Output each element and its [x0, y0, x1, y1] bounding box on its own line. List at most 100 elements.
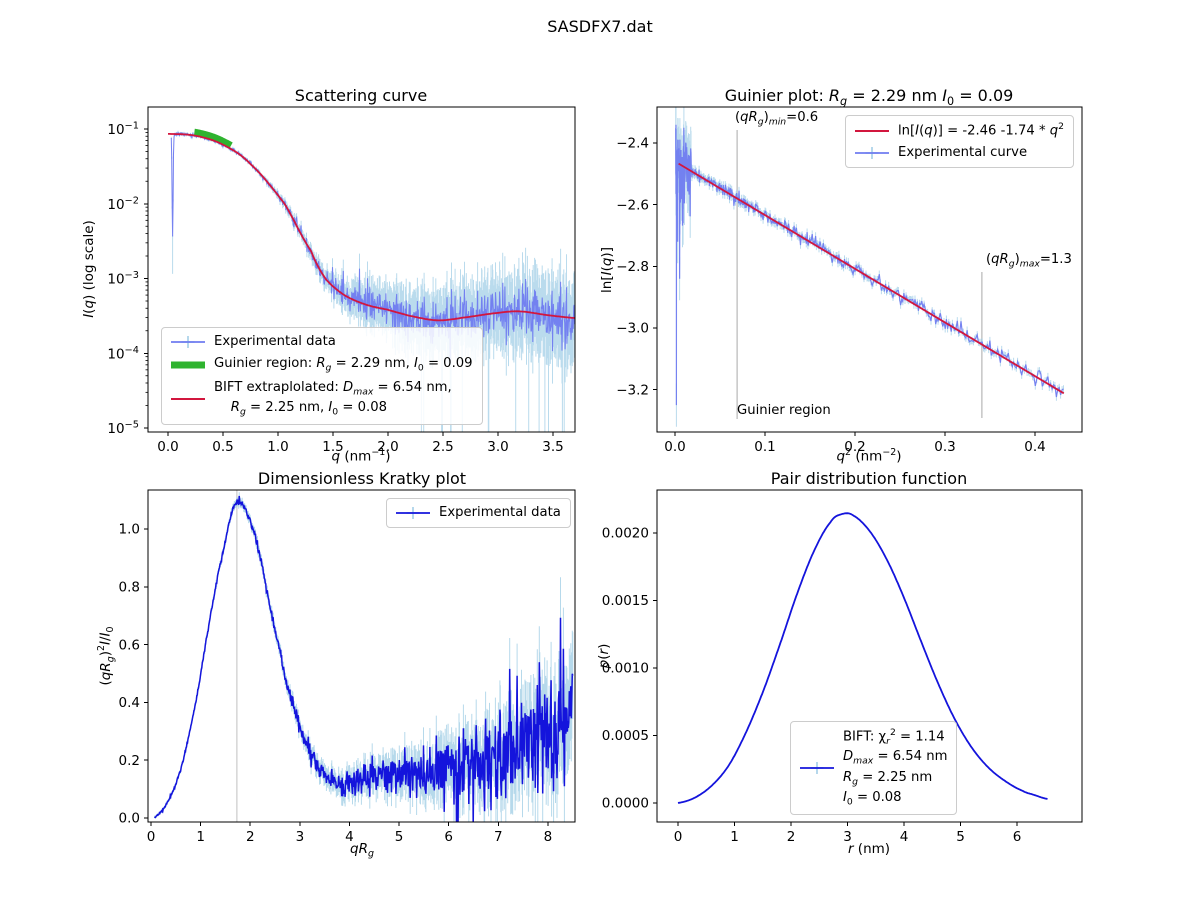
- figure-title: SASDFX7.dat: [547, 17, 653, 36]
- svg-text:0.2: 0.2: [844, 439, 865, 455]
- svg-text:0: 0: [674, 829, 683, 845]
- svg-text:0.0010: 0.0010: [602, 661, 649, 677]
- legend-item-label: BIFT extraplolated: Dmax = 6.54 nm, Rg =…: [214, 380, 452, 418]
- axes-frame-guinier: [656, 106, 1083, 433]
- ylabel-guinier: ln[I(q)]: [599, 247, 615, 293]
- svg-text:10−2: 10−2: [107, 195, 139, 213]
- svg-text:10−1: 10−1: [107, 121, 139, 139]
- svg-text:1: 1: [730, 829, 739, 845]
- x-axis-guinier: 0.0 0.1 0.2 0.3 0.4: [664, 432, 1046, 455]
- svg-text:10−3: 10−3: [107, 270, 139, 288]
- ylabel-pr: p(r): [596, 643, 612, 669]
- legend-item: ln[I(q)] = -2.46 -1.74 * q2: [855, 121, 1064, 140]
- legend-kratky: Experimental data: [386, 498, 571, 528]
- svg-text:0.8: 0.8: [119, 580, 140, 596]
- svg-text:0.2: 0.2: [119, 753, 140, 769]
- legend-item-label: Experimental data: [214, 334, 336, 350]
- subplot-title-scattering: Scattering curve: [294, 86, 428, 105]
- svg-text:1.5: 1.5: [322, 439, 343, 455]
- x-axis-pr: 0 1 2 3 4 5 6: [674, 822, 1022, 845]
- legend-item: Experimental data: [171, 333, 473, 351]
- y-axis-kratky: 0.0 0.2 0.4 0.6 0.8 1.0: [119, 522, 148, 827]
- svg-text:2.5: 2.5: [432, 439, 453, 455]
- svg-text:3: 3: [296, 829, 305, 845]
- svg-text:0.0: 0.0: [664, 439, 685, 455]
- svg-text:1.0: 1.0: [119, 522, 140, 538]
- svg-text:4: 4: [345, 829, 354, 845]
- axes-frame-pr: [656, 489, 1083, 823]
- svg-text:10−4: 10−4: [107, 345, 139, 363]
- legend-pr: BIFT: χr2 = 1.14 Dmax = 6.54 nm Rg = 2.25 …: [790, 721, 958, 815]
- svg-text:0.0: 0.0: [119, 811, 140, 827]
- xlabel-guinier: q2 (nm−2): [836, 447, 902, 465]
- pr-series: [677, 512, 1048, 804]
- svg-text:0.0: 0.0: [157, 439, 178, 455]
- annotation-qrg-min: (qRg)min=0.6: [735, 110, 819, 128]
- svg-text:0.6: 0.6: [119, 637, 140, 653]
- legend-sample-errline-icon: [171, 336, 205, 348]
- x-axis-kratky: 0 1 2 3 4 5 6 7 8: [147, 822, 553, 845]
- svg-text:0.5: 0.5: [212, 439, 233, 455]
- svg-text:−3.2: −3.2: [616, 382, 649, 398]
- svg-text:0.0015: 0.0015: [602, 593, 649, 609]
- svg-text:7: 7: [494, 829, 503, 845]
- svg-text:5: 5: [956, 829, 965, 845]
- legend-item-label: BIFT: χr2 = 1.14 Dmax = 6.54 nm Rg = 2.25 …: [843, 727, 948, 808]
- pr-curve: [677, 512, 1048, 804]
- svg-text:0: 0: [147, 829, 156, 845]
- xlabel-pr: r (nm): [847, 841, 891, 857]
- legend-item: Experimental curve: [855, 144, 1064, 162]
- svg-text:2: 2: [246, 829, 255, 845]
- xlabel-kratky: qRg: [350, 841, 374, 860]
- svg-text:−2.6: −2.6: [616, 197, 649, 213]
- y-axis-pr: 0.0000 0.0005 0.0010 0.0015 0.0020: [602, 526, 657, 812]
- legend-sample-errline-icon: [855, 147, 889, 160]
- svg-text:0.0000: 0.0000: [602, 796, 649, 812]
- y-axis-scattering: 10−1 10−2 10−3 10−4 10−5: [107, 121, 148, 437]
- y-axis-guinier: −2.4 −2.6 −2.8 −3.0 −3.2: [616, 136, 657, 398]
- svg-text:0.0020: 0.0020: [602, 526, 649, 542]
- legend-item: BIFT extraplolated: Dmax = 6.54 nm, Rg =…: [171, 379, 473, 419]
- svg-text:1: 1: [196, 829, 205, 845]
- svg-text:−2.4: −2.4: [616, 136, 649, 152]
- svg-text:0.4: 0.4: [119, 695, 140, 711]
- guinier-series: [675, 107, 1065, 427]
- svg-text:3.5: 3.5: [542, 439, 563, 455]
- subplot-title-pr: Pair distribution function: [770, 469, 968, 488]
- svg-text:0.0005: 0.0005: [602, 728, 649, 744]
- svg-text:1.0: 1.0: [267, 439, 288, 455]
- legend-item: Guinier region: Rg = 2.29 nm, I0 = 0.09: [171, 355, 473, 375]
- svg-text:8: 8: [544, 829, 553, 845]
- legend-sample-errline-icon: [800, 761, 834, 774]
- svg-text:0.1: 0.1: [754, 439, 775, 455]
- svg-text:6: 6: [1013, 829, 1022, 845]
- scattering-series: [168, 128, 575, 432]
- svg-text:0.4: 0.4: [1024, 439, 1045, 455]
- legend-sample-errline-icon: [396, 507, 430, 519]
- legend-sample-thickline-icon: [171, 361, 205, 369]
- svg-text:5: 5: [395, 829, 404, 845]
- x-axis-scattering: 0.0 0.5 1.0 1.5 2.0 2.5 3.0 3.5: [157, 432, 564, 455]
- svg-text:2.0: 2.0: [377, 439, 398, 455]
- legend-item: Experimental data: [396, 504, 561, 522]
- legend-sample-line-icon: [171, 398, 205, 401]
- svg-text:3.0: 3.0: [487, 439, 508, 455]
- svg-text:0.3: 0.3: [934, 439, 955, 455]
- legend-scattering: Experimental data Guinier region: Rg = 2.…: [161, 327, 483, 426]
- legend-item-label: Guinier region: Rg = 2.29 nm, I0 = 0.09: [214, 356, 473, 374]
- ylabel-scattering: I(q) (log scale): [81, 220, 97, 318]
- axes-frame-kratky: [147, 489, 576, 823]
- kratky-series: [153, 490, 574, 822]
- subplot-title-kratky: Dimensionless Kratky plot: [257, 469, 467, 488]
- ylabel-kratky: (qRg)2I/I0: [95, 626, 117, 686]
- bift-curve: [168, 133, 575, 322]
- svg-text:3: 3: [843, 829, 852, 845]
- guinier-fit-line: [678, 162, 1065, 395]
- legend-guinier: ln[I(q)] = -2.46 -1.74 * q2 Experimental …: [845, 115, 1074, 169]
- svg-text:−2.8: −2.8: [616, 259, 649, 275]
- annotation-qrg-max: (qRg)max=1.3: [986, 252, 1072, 270]
- svg-text:−3.0: −3.0: [616, 321, 649, 337]
- legend-sample-line-icon: [855, 129, 889, 132]
